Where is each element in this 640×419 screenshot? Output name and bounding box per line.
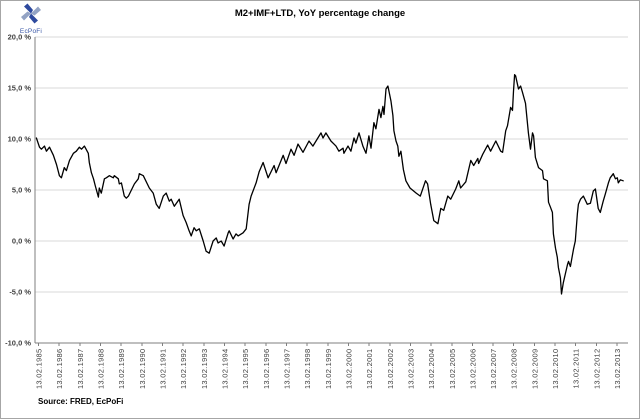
x-tick-label: 13.02.2009	[530, 349, 539, 390]
x-tick-label: 13.02.1985	[35, 349, 44, 390]
source-note: Source: FRED, EcPoFi	[38, 397, 124, 406]
y-tick-label: 5,0 %	[12, 186, 32, 195]
x-tick-label: 13.02.1992	[179, 349, 188, 390]
x-tick-label: 13.02.2012	[592, 349, 601, 390]
x-tick-label: 13.02.2000	[344, 349, 353, 390]
x-tick-label: 13.02.1993	[200, 349, 209, 390]
chart-title: M2+IMF+LTD, YoY percentage change	[234, 8, 406, 19]
x-tick-label: 13.02.2003	[406, 349, 415, 390]
x-tick-label: 13.02.2013	[613, 349, 622, 390]
x-tick-label: 13.02.1997	[282, 349, 291, 390]
x-tick-label: 13.02.1994	[220, 349, 229, 390]
y-tick-label: 0,0 %	[12, 237, 32, 246]
x-tick-label: 13.02.1986	[55, 349, 64, 390]
x-tick-label: 13.02.2004	[427, 349, 436, 390]
logo-text: EcPoFi	[19, 28, 43, 35]
y-tick-label: -10,0 %	[5, 339, 31, 348]
x-tick-label: 13.02.2010	[551, 349, 560, 390]
data-series-line	[35, 74, 624, 295]
x-tick-label: 13.02.1995	[241, 349, 250, 390]
y-tick-label: 20,0 %	[8, 33, 32, 42]
x-tick-label: 13.02.1991	[158, 349, 167, 390]
x-tick-label: 13.02.2005	[448, 349, 457, 390]
x-tick-label: 13.02.2011	[572, 349, 581, 389]
ecpofi-logo: EcPoFi	[14, 3, 48, 36]
x-tick-label: 13.02.2007	[489, 349, 498, 390]
x-tick-label: 13.02.1987	[76, 349, 85, 390]
x-tick-label: 13.02.2006	[468, 349, 477, 390]
y-tick-label: -5,0 %	[9, 288, 31, 297]
x-tick-label: 13.02.2001	[365, 349, 374, 390]
x-tick-label: 13.02.2008	[510, 349, 519, 390]
x-tick-label: 13.02.1990	[138, 349, 147, 390]
x-tick-label: 13.02.2002	[386, 349, 395, 390]
x-tick-label: 13.02.1999	[324, 349, 333, 390]
pinwheel-icon	[21, 3, 41, 24]
x-tick-label: 13.02.1996	[262, 349, 271, 390]
x-tick-label: 13.02.1988	[96, 349, 105, 390]
x-tick-label: 13.02.1998	[303, 349, 312, 390]
y-tick-label: 10,0 %	[8, 135, 32, 144]
y-tick-label: 15,0 %	[8, 84, 32, 93]
x-tick-label: 13.02.1989	[117, 349, 126, 390]
